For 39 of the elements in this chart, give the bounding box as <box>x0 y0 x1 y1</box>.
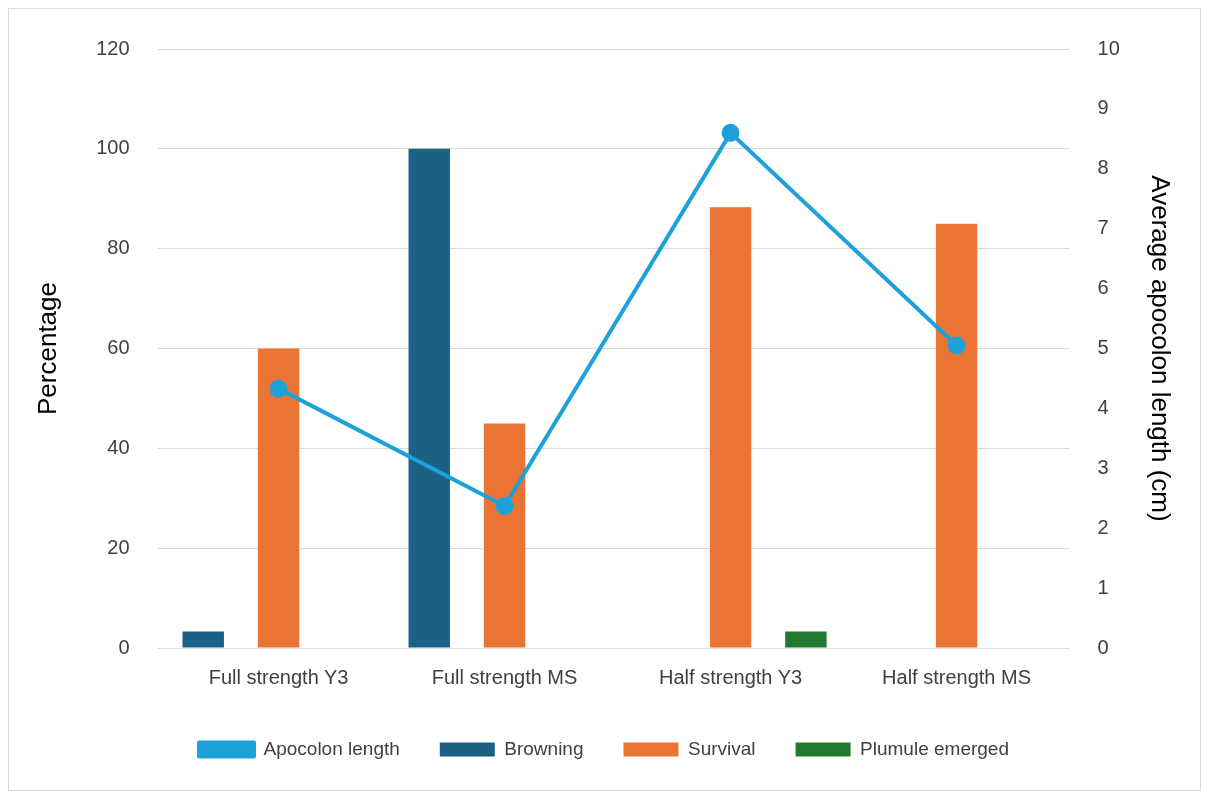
bar <box>182 631 224 648</box>
bar <box>483 423 526 648</box>
y2-tick-label: 8 <box>1097 156 1109 179</box>
y2-tick-label: 0 <box>1097 635 1109 658</box>
y2-tick-label: 10 <box>1097 36 1120 59</box>
bar <box>257 348 300 648</box>
legend-label: Survival <box>688 737 756 759</box>
point <box>495 497 514 516</box>
point <box>269 379 288 398</box>
bar <box>935 223 978 648</box>
y2-tick-label: 4 <box>1097 395 1109 418</box>
y2-tick-label: 5 <box>1097 336 1109 359</box>
y2-tick-label: 1 <box>1097 575 1109 598</box>
legend-label: Apocolon length <box>263 737 400 759</box>
point <box>947 336 966 355</box>
bar <box>709 207 752 648</box>
y-tick-label: 100 <box>96 136 130 159</box>
y-tick-label: 40 <box>107 435 130 458</box>
y-tick-label: 20 <box>107 535 130 558</box>
y2-tick-label: 2 <box>1097 515 1109 538</box>
point <box>721 123 740 142</box>
x-tick-label: Full strength Y3 <box>208 665 349 688</box>
y2-tick-label: 6 <box>1097 276 1109 299</box>
y-axis-title: Percentage <box>31 282 62 415</box>
legend-label: Plumule emerged <box>860 737 1009 759</box>
x-tick-label: Full strength MS <box>431 665 578 688</box>
y-tick-label: 0 <box>118 635 130 658</box>
y2-tick-label: 3 <box>1097 455 1109 478</box>
y-tick-label: 60 <box>107 336 130 359</box>
bar <box>408 148 450 648</box>
legend-label: Browning <box>504 737 584 759</box>
y2-tick-label: 9 <box>1097 96 1109 119</box>
y-tick-label: 120 <box>96 36 130 59</box>
y-tick-label: 80 <box>107 236 130 259</box>
y2-tick-label: 7 <box>1097 216 1109 239</box>
bar <box>785 631 827 648</box>
x-tick-label: Half strength Y3 <box>659 665 803 688</box>
x-tick-label: Half strength MS <box>882 665 1032 688</box>
y2-axis-title: Average apocolon length (cm) <box>1146 175 1177 522</box>
